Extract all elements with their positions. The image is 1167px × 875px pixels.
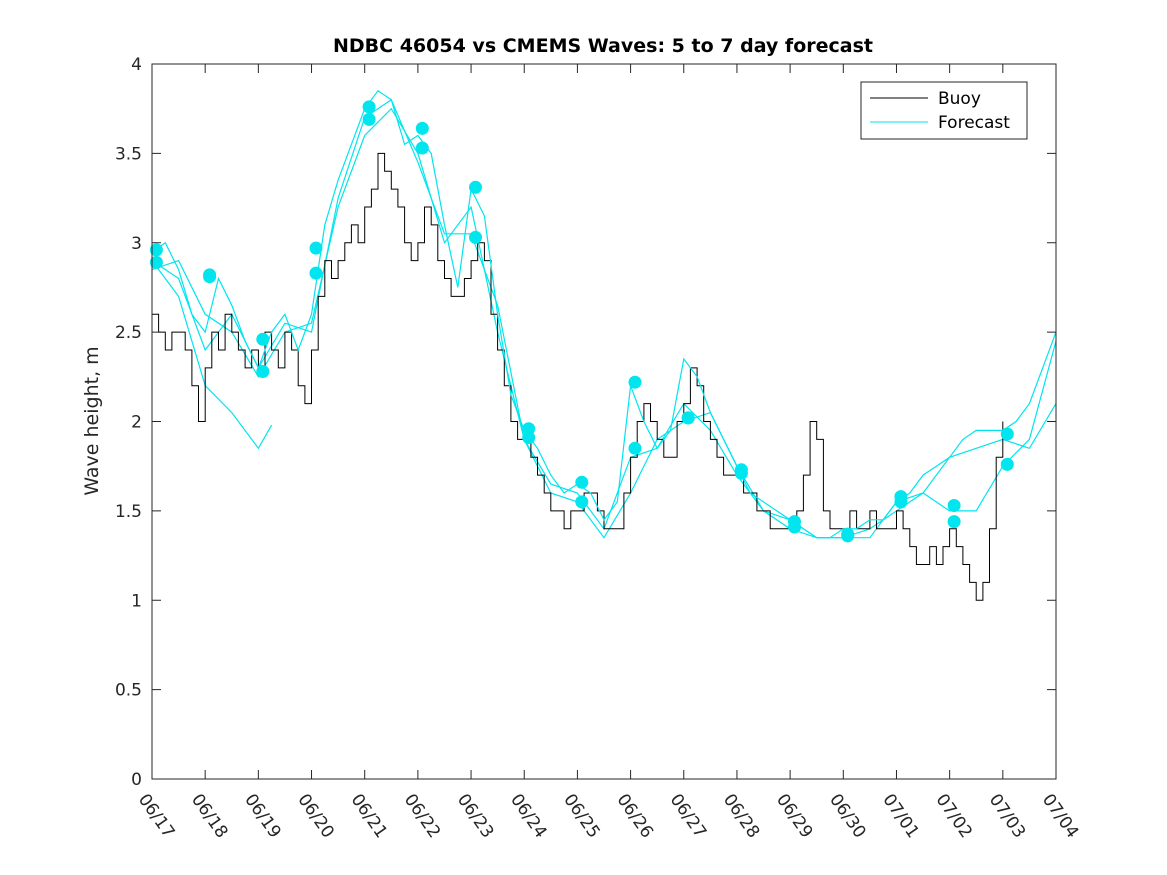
x-tick-label: 06/20 <box>293 790 337 842</box>
y-tick-label: 2 <box>131 413 142 433</box>
x-tick-label: 06/28 <box>719 790 763 842</box>
x-tick-label: 06/18 <box>187 790 231 842</box>
legend: Buoy Forecast <box>860 81 1028 140</box>
forecast-marker <box>1000 427 1014 441</box>
y-tick-label: 2.5 <box>115 323 142 343</box>
x-tick-label: 06/17 <box>134 790 178 842</box>
x-tick-label: 06/26 <box>612 790 656 842</box>
forecast-marker <box>469 230 482 244</box>
y-tick-label: 1 <box>131 591 142 611</box>
forecast-marker <box>841 529 855 543</box>
y-tick-label: 0.5 <box>115 681 142 701</box>
y-tick-label: 0 <box>131 770 142 790</box>
forecast-marker <box>575 475 589 489</box>
forecast-marker <box>947 499 961 512</box>
forecast-marker <box>362 100 376 114</box>
forecast-marker <box>256 332 270 346</box>
forecast-marker <box>522 431 536 445</box>
forecast-marker <box>309 241 323 255</box>
y-tick-label: 3.5 <box>115 144 142 164</box>
x-tick-label: 07/04 <box>1038 790 1082 842</box>
x-tick-label: 06/30 <box>825 790 869 842</box>
forecast-marker <box>522 422 536 436</box>
x-tick-label: 07/01 <box>878 790 922 842</box>
forecast-marker <box>415 121 429 135</box>
forecast-marker <box>788 520 801 534</box>
forecast-marker <box>947 515 961 529</box>
forecast-marker <box>1000 457 1014 471</box>
x-tick-label: 06/19 <box>240 790 284 842</box>
x-tick-label: 06/29 <box>772 790 816 842</box>
forecast-marker <box>415 141 429 155</box>
x-tick-label: 06/23 <box>453 790 497 842</box>
buoy-series-line <box>152 152 1004 601</box>
x-tick-label: 06/24 <box>506 790 550 842</box>
forecast-marker <box>256 365 270 378</box>
legend-forecast-label: Forecast <box>938 113 1010 133</box>
legend-buoy-label: Buoy <box>938 89 981 109</box>
y-tick-label: 4 <box>131 55 142 75</box>
x-tick-label: 06/25 <box>559 790 603 842</box>
forecast-marker <box>894 495 908 509</box>
forecast-marker <box>575 495 589 509</box>
forecast-marker <box>149 255 163 269</box>
forecast-marker <box>149 243 163 257</box>
forecast-marker <box>469 180 482 194</box>
y-tick-label: 3 <box>131 234 142 254</box>
forecast-marker <box>362 112 376 126</box>
forecast-marker <box>734 466 748 480</box>
y-tick-label: 1.5 <box>115 502 142 522</box>
legend-box <box>860 81 1028 140</box>
forecast-line-extra-2 <box>151 98 1057 539</box>
x-tick-label: 07/02 <box>932 790 976 842</box>
x-tick-label: 07/03 <box>985 790 1029 842</box>
x-tick-label: 06/22 <box>400 790 444 842</box>
forecast-marker <box>681 411 695 425</box>
plot-area <box>149 89 1057 601</box>
y-axis-label: Wave height, m <box>81 346 103 495</box>
forecast-line-extra-1 <box>151 260 273 450</box>
chart-title: NDBC 46054 vs CMEMS Waves: 5 to 7 day fo… <box>333 35 873 57</box>
axes-box <box>151 63 1057 780</box>
x-tick-label: 06/27 <box>666 790 710 842</box>
forecast-marker <box>309 266 323 280</box>
forecast-marker <box>203 270 217 284</box>
x-tick-label: 06/21 <box>347 790 391 842</box>
forecast-marker <box>628 441 642 455</box>
forecast-marker <box>628 375 642 389</box>
forecast-series-line <box>151 89 1057 539</box>
